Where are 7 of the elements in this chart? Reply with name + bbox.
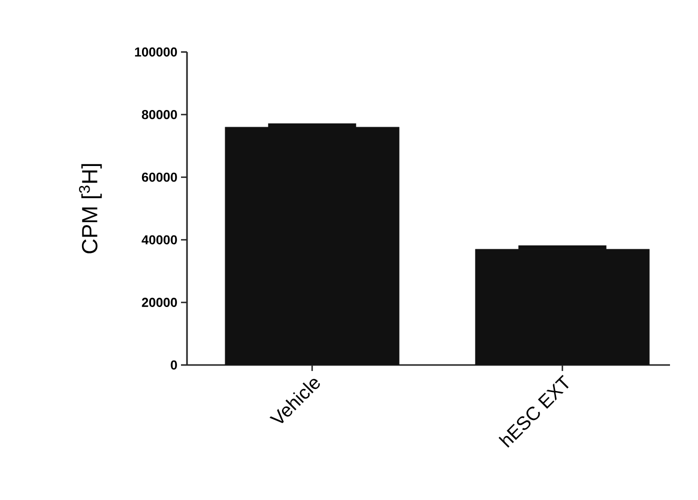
y-tick-label: 100000 xyxy=(135,47,177,57)
y-tick-label: 80000 xyxy=(142,110,177,120)
y-tick-label: 40000 xyxy=(142,235,177,244)
y-tick-label: 60000 xyxy=(142,172,177,182)
y-tick-label: 0 xyxy=(170,360,177,370)
y-tick-label: 20000 xyxy=(142,298,177,307)
y-axis-title: CPM [$^{3}$H] xyxy=(79,164,102,254)
